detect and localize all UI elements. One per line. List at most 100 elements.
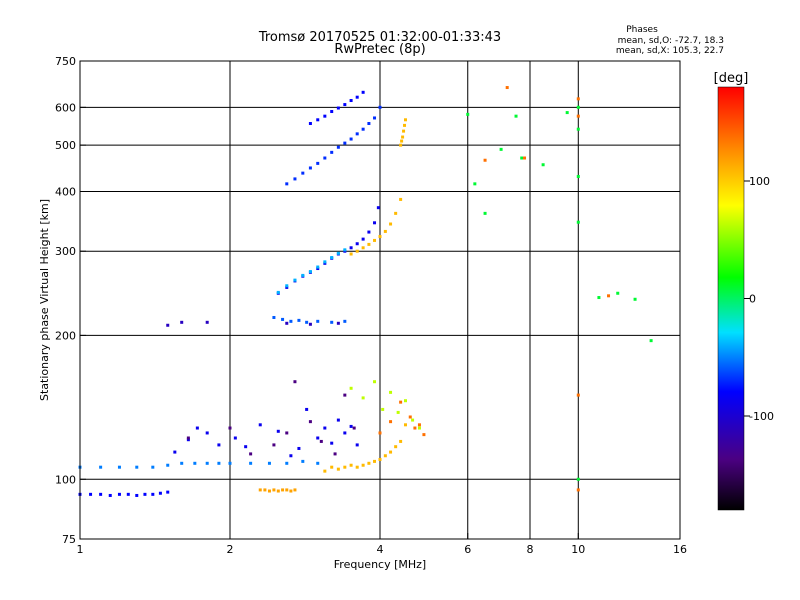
data-point xyxy=(514,114,518,118)
data-point xyxy=(413,426,417,430)
y-tick-label: 750 xyxy=(55,55,76,68)
data-point xyxy=(258,488,262,492)
data-point xyxy=(297,318,301,322)
data-point xyxy=(205,461,209,465)
data-point xyxy=(330,256,334,260)
data-point xyxy=(389,450,393,454)
data-point xyxy=(403,399,407,403)
data-point xyxy=(330,110,334,114)
data-point xyxy=(633,297,637,301)
data-point xyxy=(285,431,289,435)
data-point xyxy=(541,163,545,167)
x-tick-label: 4 xyxy=(377,543,384,556)
data-point xyxy=(89,492,93,496)
data-point xyxy=(281,488,285,492)
y-tick-label: 75 xyxy=(62,533,76,546)
data-point xyxy=(289,454,293,458)
data-point xyxy=(285,285,289,289)
data-point xyxy=(272,488,276,492)
data-point xyxy=(367,242,371,246)
data-point xyxy=(336,145,340,149)
data-point xyxy=(378,431,382,435)
y-tick-label: 200 xyxy=(55,329,76,342)
data-point xyxy=(276,429,280,433)
data-point xyxy=(378,235,382,239)
data-point xyxy=(389,420,393,424)
data-point xyxy=(649,339,653,343)
data-point xyxy=(195,426,199,430)
data-point xyxy=(349,246,353,250)
data-point xyxy=(355,465,359,469)
data-point xyxy=(193,461,197,465)
data-point xyxy=(205,431,209,435)
data-point xyxy=(180,320,184,324)
data-point xyxy=(373,238,377,242)
data-point xyxy=(343,431,347,435)
data-point xyxy=(186,436,190,440)
data-point xyxy=(126,492,130,496)
data-point xyxy=(308,322,312,326)
data-point xyxy=(258,423,262,427)
data-point xyxy=(217,461,221,465)
data-point xyxy=(483,158,487,162)
data-point xyxy=(205,320,209,324)
data-point xyxy=(249,461,253,465)
y-axis-label: Stationary phase Virtual Height [km] xyxy=(38,199,51,401)
data-point xyxy=(523,156,527,160)
data-point xyxy=(361,246,365,250)
data-point xyxy=(319,439,323,443)
data-point xyxy=(576,105,580,109)
data-point xyxy=(505,86,509,90)
data-point xyxy=(576,174,580,178)
data-point xyxy=(151,465,155,469)
data-point xyxy=(417,426,421,430)
data-point xyxy=(316,461,320,465)
colorbar-tick-label: 0 xyxy=(749,293,756,306)
data-point xyxy=(343,393,347,397)
data-point xyxy=(289,319,293,323)
data-point xyxy=(330,150,334,154)
data-point xyxy=(180,461,184,465)
data-point xyxy=(308,122,312,126)
colorbar-tick-label: -100 xyxy=(749,410,774,423)
data-point xyxy=(349,99,353,103)
data-point xyxy=(576,127,580,131)
data-point xyxy=(316,265,320,269)
data-point xyxy=(323,260,327,264)
data-point xyxy=(336,467,340,471)
x-tick-label: 6 xyxy=(464,543,471,556)
data-point xyxy=(166,323,170,327)
data-point xyxy=(289,489,293,493)
data-point xyxy=(228,461,232,465)
data-point xyxy=(565,111,569,115)
data-point xyxy=(349,463,353,467)
data-point xyxy=(389,390,393,394)
data-point xyxy=(401,135,405,139)
data-point xyxy=(276,290,280,294)
x-tick-label: 10 xyxy=(571,543,585,556)
data-point xyxy=(343,319,347,323)
data-point xyxy=(151,492,155,496)
data-point xyxy=(285,488,289,492)
data-point xyxy=(520,156,524,160)
data-point xyxy=(263,488,267,492)
data-point xyxy=(297,446,301,450)
data-point xyxy=(361,127,365,131)
data-point xyxy=(293,488,297,492)
data-point xyxy=(99,492,103,496)
data-point xyxy=(576,97,580,101)
data-point xyxy=(323,426,327,430)
data-point xyxy=(249,452,253,456)
data-point xyxy=(285,284,289,288)
data-point xyxy=(422,433,426,437)
y-axis-ticks: 75 100 200 300 400 500 600 750 xyxy=(55,55,86,546)
data-point xyxy=(473,182,477,186)
y-tick-label: 100 xyxy=(55,473,76,486)
data-point xyxy=(267,489,271,493)
data-point xyxy=(308,166,312,170)
data-point xyxy=(301,459,305,463)
data-point xyxy=(308,420,312,424)
data-point xyxy=(376,206,380,210)
data-point xyxy=(336,321,340,325)
